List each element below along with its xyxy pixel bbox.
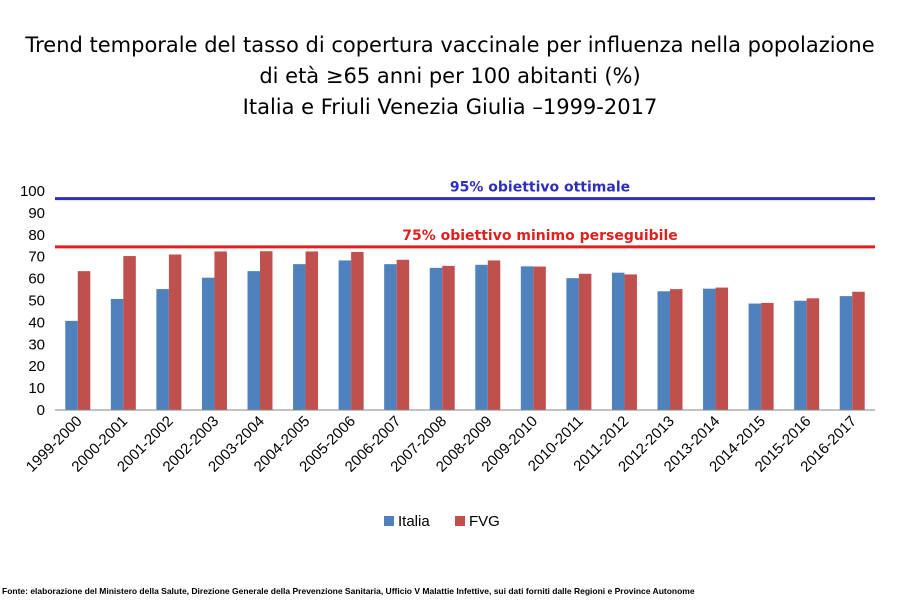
bar-fvg-2015-2016 — [806, 298, 820, 410]
legend-label-italia: Italia — [398, 513, 430, 530]
y-tick-label: 60 — [28, 271, 45, 288]
bar-italia-2004-2005 — [293, 264, 306, 410]
reference-line-label-2: 75% obiettivo minimo perseguibile — [402, 228, 678, 244]
bar-italia-2009-2010 — [520, 266, 534, 410]
bar-fvg-2009-2010 — [533, 266, 546, 410]
bar-italia-2003-2004 — [247, 271, 260, 410]
y-tick-label: 70 — [28, 249, 45, 266]
bar-fvg-2005-2006 — [351, 251, 364, 410]
chart-title: Trend temporale del tasso di copertura v… — [0, 30, 900, 123]
y-tick-label: 0 — [37, 402, 45, 419]
bar-fvg-2004-2005 — [305, 251, 319, 410]
chart-title-line-3: Italia e Friuli Venezia Giulia –1999-201… — [242, 95, 658, 119]
bar-fvg-2007-2008 — [442, 265, 455, 410]
bar-italia-2006-2007 — [384, 264, 397, 410]
legend-label-fvg: FVG — [469, 513, 500, 530]
y-tick-label: 50 — [28, 293, 45, 310]
y-tick-label: 100 — [20, 183, 45, 200]
bar-italia-2008-2009 — [475, 264, 488, 410]
y-tick-label: 10 — [28, 380, 45, 397]
legend-swatch-italia — [384, 516, 394, 526]
bar-fvg-2002-2003 — [214, 251, 227, 410]
bar-fvg-1999-2000 — [77, 271, 91, 410]
bar-fvg-2001-2002 — [168, 254, 182, 410]
reference-line-label-1: 95% obiettivo ottimale — [450, 180, 630, 196]
bar-italia-2013-2014 — [703, 288, 716, 410]
bar-fvg-2011-2012 — [624, 274, 637, 410]
bar-fvg-2006-2007 — [396, 259, 410, 410]
source-note: Fonte: elaborazione del Ministero della … — [2, 586, 695, 596]
y-tick-label: 80 — [28, 227, 45, 244]
bar-fvg-2013-2014 — [715, 287, 729, 410]
y-tick-label: 40 — [28, 314, 45, 331]
bar-italia-2001-2002 — [156, 289, 169, 410]
bar-italia-2011-2012 — [611, 272, 625, 410]
bar-italia-2014-2015 — [748, 303, 762, 410]
bar-fvg-2014-2015 — [761, 302, 774, 410]
bar-fvg-2016-2017 — [852, 291, 865, 410]
y-tick-label: 30 — [28, 336, 45, 353]
bar-fvg-2003-2004 — [260, 251, 273, 410]
bar-italia-2015-2016 — [794, 300, 807, 410]
bar-italia-2016-2017 — [839, 296, 853, 410]
bar-italia-2007-2008 — [429, 267, 443, 410]
bar-italia-2012-2013 — [657, 291, 670, 410]
bar-italia-2002-2003 — [201, 277, 215, 410]
legend-swatch-fvg — [455, 516, 465, 526]
bar-italia-2010-2011 — [566, 278, 579, 410]
bar-fvg-2000-2001 — [123, 256, 136, 410]
bar-fvg-2008-2009 — [487, 260, 501, 410]
bar-italia-2000-2001 — [110, 298, 124, 410]
bar-chart: 01020304050607080901001999-20002000-2001… — [20, 180, 875, 530]
y-tick-label: 20 — [28, 358, 45, 375]
chart-title-line-1: Trend temporale del tasso di copertura v… — [25, 33, 875, 57]
y-tick-label: 90 — [28, 205, 45, 222]
bar-fvg-2012-2013 — [670, 289, 683, 410]
bar-fvg-2010-2011 — [578, 273, 592, 410]
chart-title-line-2: di età ≥65 anni per 100 abitanti (%) — [259, 64, 641, 88]
bar-italia-1999-2000 — [65, 320, 78, 410]
bar-italia-2005-2006 — [338, 260, 352, 410]
